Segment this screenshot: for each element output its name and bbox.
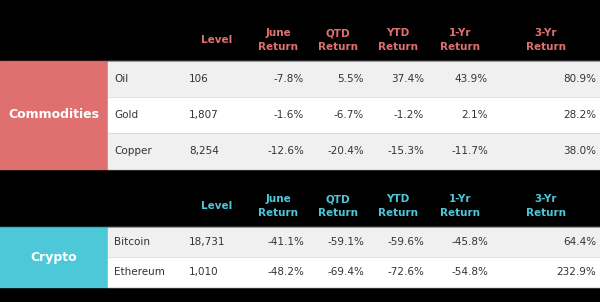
Text: 2.1%: 2.1% <box>461 110 488 120</box>
Text: Level: Level <box>201 35 232 45</box>
Bar <box>108 97 600 133</box>
Text: 1,807: 1,807 <box>189 110 219 120</box>
Text: -59.1%: -59.1% <box>327 237 364 247</box>
Text: 106: 106 <box>189 74 209 84</box>
Text: YTD: YTD <box>386 28 410 38</box>
Text: -72.6%: -72.6% <box>387 267 424 277</box>
Bar <box>0 61 108 169</box>
Text: QTD: QTD <box>326 194 350 204</box>
Text: 1-Yr: 1-Yr <box>449 28 471 38</box>
Text: 80.9%: 80.9% <box>563 74 596 84</box>
Text: June: June <box>265 194 291 204</box>
Text: 3-Yr: 3-Yr <box>535 194 557 204</box>
Text: Return: Return <box>318 208 358 218</box>
Text: Return: Return <box>440 208 480 218</box>
Text: 28.2%: 28.2% <box>563 110 596 120</box>
Text: -15.3%: -15.3% <box>387 146 424 156</box>
Text: June: June <box>265 28 291 38</box>
Text: 43.9%: 43.9% <box>455 74 488 84</box>
Bar <box>108 257 600 287</box>
Text: Copper: Copper <box>114 146 152 156</box>
Text: -69.4%: -69.4% <box>327 267 364 277</box>
Text: Bitcoin: Bitcoin <box>114 237 150 247</box>
Text: 5.5%: 5.5% <box>337 74 364 84</box>
Text: QTD: QTD <box>326 28 350 38</box>
Text: Return: Return <box>378 208 418 218</box>
Bar <box>108 133 600 169</box>
Bar <box>108 227 600 257</box>
Text: Level: Level <box>201 201 232 211</box>
Text: 64.4%: 64.4% <box>563 237 596 247</box>
Text: -7.8%: -7.8% <box>274 74 304 84</box>
Bar <box>0 19 600 61</box>
Text: 1-Yr: 1-Yr <box>449 194 471 204</box>
Text: 8,254: 8,254 <box>189 146 219 156</box>
Text: -54.8%: -54.8% <box>451 267 488 277</box>
Text: -48.2%: -48.2% <box>267 267 304 277</box>
Text: -1.6%: -1.6% <box>274 110 304 120</box>
Text: Ethereum: Ethereum <box>114 267 165 277</box>
Text: Return: Return <box>318 42 358 52</box>
Text: 232.9%: 232.9% <box>556 267 596 277</box>
Text: 3-Yr: 3-Yr <box>535 28 557 38</box>
Text: Return: Return <box>378 42 418 52</box>
Text: Oil: Oil <box>114 74 128 84</box>
Text: 37.4%: 37.4% <box>391 74 424 84</box>
Text: 38.0%: 38.0% <box>563 146 596 156</box>
Bar <box>0 185 600 227</box>
Text: Return: Return <box>440 42 480 52</box>
Text: Return: Return <box>526 208 566 218</box>
Text: Return: Return <box>258 42 298 52</box>
Bar <box>108 61 600 97</box>
Text: -11.7%: -11.7% <box>451 146 488 156</box>
Text: -12.6%: -12.6% <box>267 146 304 156</box>
Text: Commodities: Commodities <box>8 108 100 121</box>
Text: -41.1%: -41.1% <box>267 237 304 247</box>
Text: -59.6%: -59.6% <box>387 237 424 247</box>
Text: Crypto: Crypto <box>31 250 77 264</box>
Text: Return: Return <box>526 42 566 52</box>
Text: 18,731: 18,731 <box>189 237 226 247</box>
Text: -1.2%: -1.2% <box>394 110 424 120</box>
Text: Gold: Gold <box>114 110 138 120</box>
Bar <box>0 227 108 287</box>
Text: -6.7%: -6.7% <box>334 110 364 120</box>
Text: Return: Return <box>258 208 298 218</box>
Text: 1,010: 1,010 <box>189 267 218 277</box>
Text: YTD: YTD <box>386 194 410 204</box>
Text: -20.4%: -20.4% <box>327 146 364 156</box>
Text: -45.8%: -45.8% <box>451 237 488 247</box>
